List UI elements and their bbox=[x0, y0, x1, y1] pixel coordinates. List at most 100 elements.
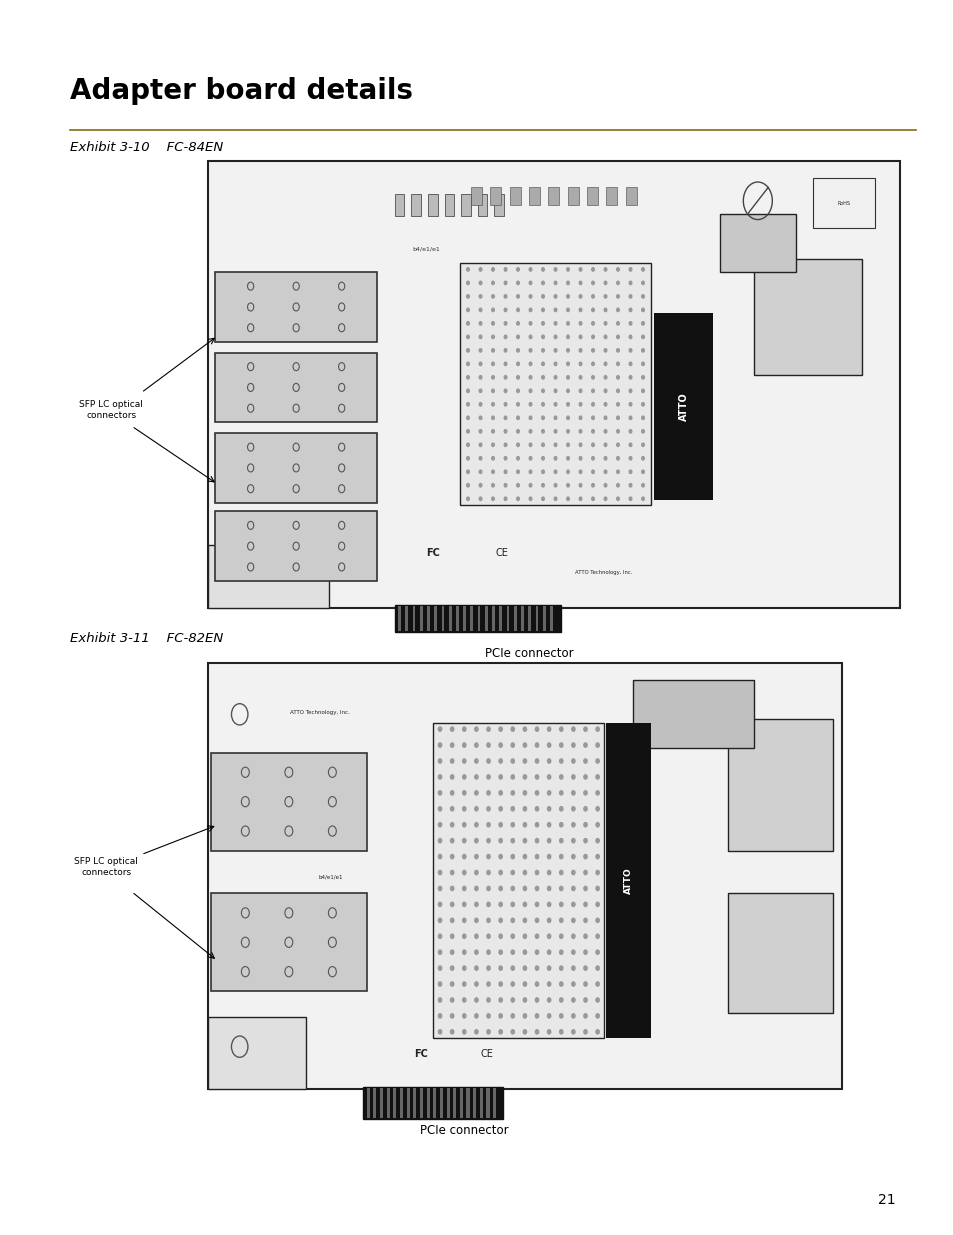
Circle shape bbox=[462, 918, 465, 923]
Circle shape bbox=[578, 362, 581, 366]
Circle shape bbox=[541, 443, 544, 447]
Circle shape bbox=[504, 496, 506, 500]
Circle shape bbox=[566, 268, 569, 272]
Circle shape bbox=[547, 950, 550, 955]
Circle shape bbox=[535, 966, 538, 971]
Bar bbox=[528, 188, 539, 205]
Circle shape bbox=[541, 282, 544, 284]
Circle shape bbox=[475, 918, 477, 923]
Circle shape bbox=[450, 1014, 454, 1018]
Bar bbox=[433, 722, 604, 1039]
Circle shape bbox=[486, 918, 490, 923]
Circle shape bbox=[486, 774, 490, 779]
Circle shape bbox=[450, 855, 454, 858]
Circle shape bbox=[462, 758, 465, 763]
Circle shape bbox=[511, 806, 514, 811]
Circle shape bbox=[554, 457, 557, 459]
Circle shape bbox=[511, 743, 514, 747]
Bar bbox=[514, 606, 517, 631]
Circle shape bbox=[475, 998, 477, 1002]
Circle shape bbox=[438, 887, 441, 890]
Circle shape bbox=[486, 871, 490, 874]
Circle shape bbox=[547, 727, 550, 731]
Bar bbox=[754, 259, 861, 375]
Circle shape bbox=[616, 321, 618, 325]
Circle shape bbox=[478, 295, 481, 298]
Circle shape bbox=[583, 790, 586, 795]
Bar bbox=[463, 606, 465, 631]
Circle shape bbox=[486, 982, 490, 987]
Circle shape bbox=[535, 758, 538, 763]
Bar bbox=[548, 188, 558, 205]
Circle shape bbox=[629, 375, 631, 379]
Circle shape bbox=[498, 1030, 502, 1034]
Circle shape bbox=[491, 335, 494, 338]
Circle shape bbox=[596, 903, 598, 906]
Circle shape bbox=[450, 871, 454, 874]
Circle shape bbox=[629, 295, 631, 298]
Circle shape bbox=[450, 950, 454, 955]
Circle shape bbox=[438, 950, 441, 955]
Circle shape bbox=[522, 855, 526, 858]
Circle shape bbox=[591, 416, 594, 420]
Circle shape bbox=[566, 295, 569, 298]
Bar bbox=[727, 893, 832, 1013]
Circle shape bbox=[571, 774, 575, 779]
Circle shape bbox=[616, 403, 618, 406]
Circle shape bbox=[603, 484, 606, 487]
Circle shape bbox=[466, 295, 469, 298]
Circle shape bbox=[475, 823, 477, 827]
Circle shape bbox=[629, 282, 631, 284]
Text: FC: FC bbox=[414, 1050, 428, 1060]
Circle shape bbox=[475, 758, 477, 763]
Circle shape bbox=[475, 982, 477, 987]
Circle shape bbox=[535, 774, 538, 779]
Circle shape bbox=[578, 496, 581, 500]
Circle shape bbox=[486, 998, 490, 1002]
Text: ATTO: ATTO bbox=[678, 391, 688, 421]
Circle shape bbox=[475, 950, 477, 955]
Circle shape bbox=[450, 966, 454, 971]
Bar bbox=[419, 1088, 422, 1118]
Circle shape bbox=[475, 743, 477, 747]
Circle shape bbox=[554, 430, 557, 433]
Circle shape bbox=[438, 774, 441, 779]
Bar bbox=[433, 1088, 436, 1118]
Circle shape bbox=[547, 790, 550, 795]
Circle shape bbox=[486, 839, 490, 842]
Circle shape bbox=[438, 806, 441, 811]
Circle shape bbox=[559, 887, 562, 890]
Circle shape bbox=[466, 443, 469, 447]
Text: CE: CE bbox=[495, 548, 507, 558]
Bar bbox=[506, 606, 509, 631]
Circle shape bbox=[491, 268, 494, 272]
Circle shape bbox=[466, 484, 469, 487]
Circle shape bbox=[450, 806, 454, 811]
Circle shape bbox=[504, 471, 506, 473]
Circle shape bbox=[547, 839, 550, 842]
Circle shape bbox=[522, 1014, 526, 1018]
Circle shape bbox=[554, 471, 557, 473]
Circle shape bbox=[571, 982, 575, 987]
Circle shape bbox=[541, 348, 544, 352]
Circle shape bbox=[541, 430, 544, 433]
Circle shape bbox=[486, 903, 490, 906]
Circle shape bbox=[641, 416, 643, 420]
Circle shape bbox=[466, 457, 469, 459]
Circle shape bbox=[583, 727, 586, 731]
Circle shape bbox=[535, 934, 538, 939]
Text: b4/e1/e1: b4/e1/e1 bbox=[318, 874, 343, 879]
Circle shape bbox=[478, 403, 481, 406]
Circle shape bbox=[517, 443, 518, 447]
Circle shape bbox=[466, 375, 469, 379]
Bar bbox=[453, 1088, 456, 1118]
Circle shape bbox=[591, 335, 594, 338]
Circle shape bbox=[603, 282, 606, 284]
Circle shape bbox=[554, 484, 557, 487]
Circle shape bbox=[478, 282, 481, 284]
Circle shape bbox=[559, 1014, 562, 1018]
Circle shape bbox=[547, 1014, 550, 1018]
Circle shape bbox=[486, 966, 490, 971]
Circle shape bbox=[571, 855, 575, 858]
Circle shape bbox=[462, 871, 465, 874]
